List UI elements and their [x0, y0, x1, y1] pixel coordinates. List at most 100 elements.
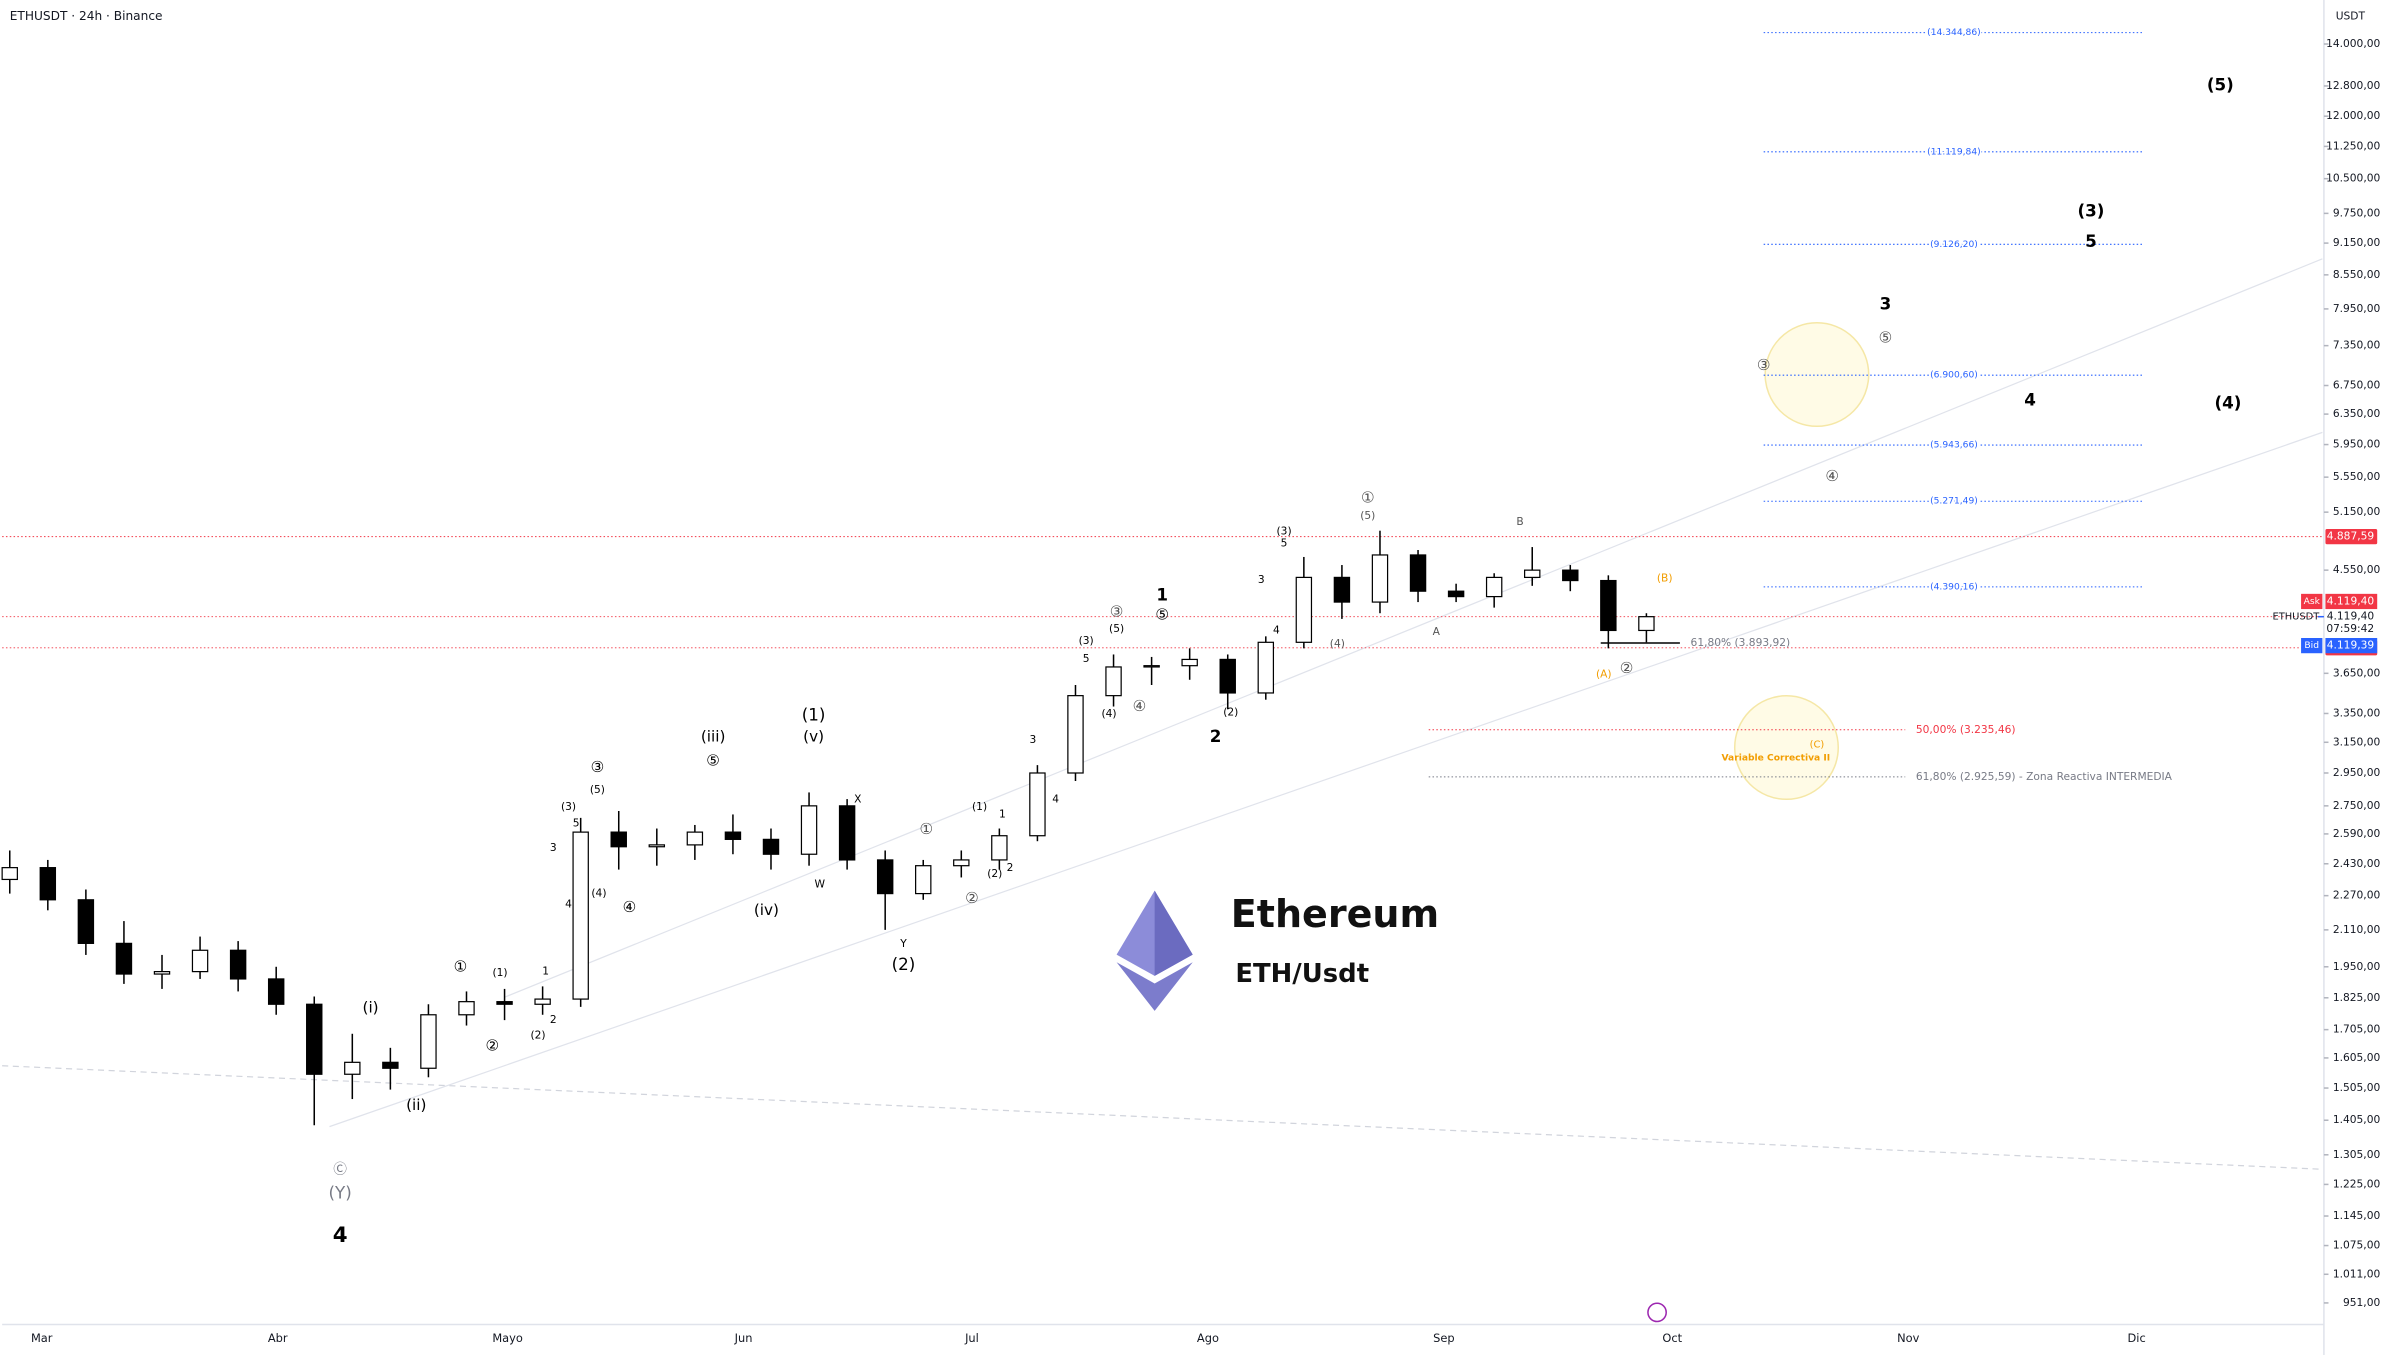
wave-label: (1): [802, 705, 826, 725]
x-tick-label: Mayo: [492, 1331, 523, 1345]
y-tick-label: 5.550,00: [2333, 470, 2381, 483]
wave-label: X: [854, 792, 861, 805]
x-tick-label: Abr: [268, 1331, 288, 1345]
wave-label: 4: [1052, 792, 1059, 805]
price-tag-label: 4.887,59: [2327, 530, 2375, 543]
wave-label: 4: [1273, 623, 1280, 636]
event-icon: [1647, 1302, 1667, 1323]
wave-label: W: [814, 878, 825, 891]
wave-label: 4: [2024, 389, 2036, 409]
y-tick-label: 12.000,00: [2326, 109, 2380, 122]
candle-body: [1447, 590, 1465, 598]
wave-label: (v): [803, 727, 824, 745]
y-tick-label: 2.110,00: [2333, 923, 2381, 936]
channel-line: [504, 258, 2323, 998]
wave-label: 1: [1156, 584, 1168, 604]
y-tick-label: 12.800,00: [2326, 79, 2380, 92]
wave-label: A: [1433, 625, 1441, 638]
logo-title: Ethereum: [1231, 892, 1439, 936]
wave-label: (5): [2207, 74, 2234, 94]
price-tag: [2325, 638, 2378, 654]
candle-body: [648, 844, 666, 848]
candle-body: [838, 805, 856, 861]
fib-label: (14.344,86): [1927, 28, 1981, 38]
y-tick-label: 1.605,00: [2333, 1051, 2381, 1064]
y-tick-label: 14.000,00: [2326, 37, 2380, 50]
candle-body: [762, 838, 780, 855]
tag-name: Bid: [2304, 641, 2319, 651]
price-tag-label: 4.119,39: [2327, 639, 2375, 652]
currency: USDT: [2336, 10, 2366, 23]
candle-body: [876, 859, 894, 895]
wave-label: 3: [1258, 573, 1265, 586]
price-tag-label: 4.119,40: [2327, 594, 2375, 607]
wave-label: (2): [987, 867, 1002, 880]
fib-label: (5.271,49): [1930, 497, 1978, 507]
candle-body: [572, 831, 589, 1000]
wave-label: (2): [1223, 706, 1238, 719]
candle-body: [306, 1003, 323, 1075]
candle-body: [1219, 658, 1236, 694]
wave-label: (5): [590, 783, 605, 796]
y-tick-label: 2.270,00: [2333, 889, 2381, 902]
wave-label: (1): [492, 966, 507, 979]
wave-label: ⑤: [1879, 328, 1893, 346]
wave-label: ⑤: [706, 752, 720, 770]
y-tick-label: 1.305,00: [2333, 1148, 2381, 1161]
wave-label: (iv): [754, 901, 779, 919]
x-tick-label: Mar: [31, 1331, 53, 1345]
y-tick-label: 2.430,00: [2333, 857, 2381, 870]
trend-line: [2, 1065, 2323, 1170]
wave-label: (A): [1596, 667, 1612, 680]
candle-body: [991, 835, 1008, 861]
wave-label: (5): [1109, 622, 1124, 635]
y-tick-label: 1.705,00: [2333, 1023, 2381, 1036]
candle-body: [229, 949, 247, 980]
wave-label: (2): [892, 954, 916, 974]
candle-body: [1029, 772, 1046, 837]
wave-label: 2: [550, 1013, 557, 1026]
wave-label: 3: [1029, 733, 1036, 746]
wave-label: ④: [1133, 697, 1147, 715]
retracement-label: 50,00% (3.235,46): [1916, 723, 2016, 736]
candle-body: [267, 978, 285, 1005]
wave-label: (Y): [328, 1183, 351, 1203]
candle-body: [534, 998, 551, 1005]
candle-body: [1295, 576, 1313, 643]
y-tick-label: 7.350,00: [2333, 339, 2381, 352]
wave-label: (i): [363, 998, 379, 1016]
candle-body: [724, 831, 742, 840]
y-tick-label: 1.825,00: [2333, 991, 2381, 1004]
wave-label: (4): [1330, 637, 1345, 650]
wave-label: 5: [573, 817, 580, 830]
candle-body: [686, 831, 704, 846]
wave-label: 3: [550, 841, 557, 854]
wave-label: Variable Correctiva II: [1721, 754, 1830, 764]
wave-label: (ii): [406, 1096, 426, 1114]
tag-name-box: [2301, 593, 2323, 610]
candle-body: [1600, 579, 1617, 632]
x-tick-label: Jun: [734, 1331, 753, 1345]
wave-label: 1: [999, 808, 1006, 821]
y-tick-label: 1.505,00: [2333, 1081, 2381, 1094]
candle-body: [1067, 695, 1084, 774]
target-zone: [1764, 322, 1870, 428]
tag-name-box: [2301, 638, 2323, 654]
retracement-label: 61,80% (2.925,59) - Zona Reactiva INTERM…: [1916, 770, 2173, 783]
wave-label: 2: [1007, 861, 1014, 874]
y-tick-label: 1.011,00: [2333, 1267, 2381, 1280]
candle-body: [382, 1061, 399, 1069]
candle-body: [1105, 666, 1122, 697]
target-zone: [1733, 695, 1840, 801]
wave-label: (4): [2215, 392, 2242, 412]
fib-label: (11.119,84): [1927, 147, 1981, 157]
wave-label: 5: [1281, 537, 1288, 550]
wave-label: ②: [486, 1036, 500, 1054]
wave-label: 3: [1880, 293, 1892, 313]
ethereum-logo: [1116, 890, 1193, 1011]
wave-label: (3): [561, 800, 576, 813]
y-tick-label: 1.225,00: [2333, 1177, 2381, 1190]
y-tick-label: 1.950,00: [2333, 960, 2381, 973]
